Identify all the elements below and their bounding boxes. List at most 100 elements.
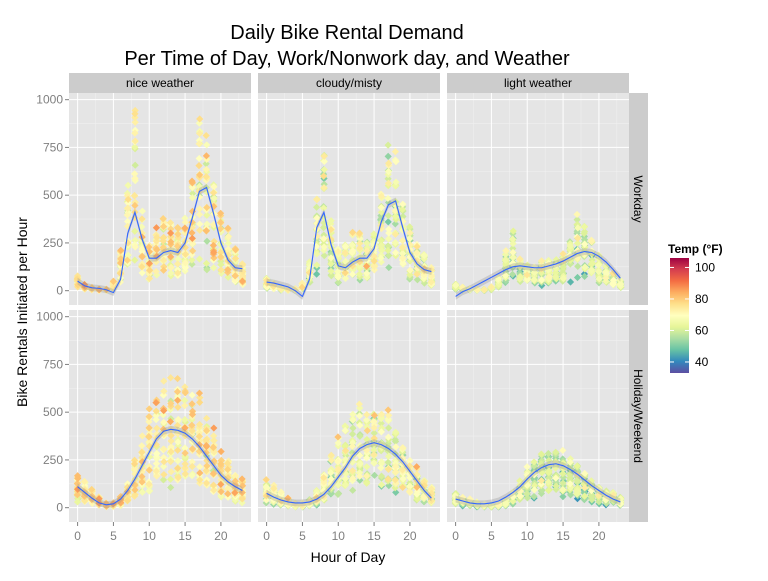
- data-point: [413, 270, 421, 278]
- data-point: [80, 281, 89, 289]
- data-point: [370, 459, 378, 467]
- data-point: [202, 152, 210, 160]
- data-point: [559, 459, 567, 467]
- legend-title: Temp (°F): [668, 242, 723, 256]
- data-point: [341, 249, 349, 257]
- data-point: [573, 210, 581, 219]
- data-point: [566, 242, 574, 250]
- data-point: [327, 235, 335, 244]
- data-point: [580, 251, 588, 259]
- data-point: [153, 233, 161, 242]
- data-point: [262, 476, 270, 484]
- data-point: [559, 250, 567, 258]
- data-point: [138, 488, 146, 496]
- data-point: [131, 170, 139, 178]
- data-point: [313, 261, 321, 269]
- panel-background: [258, 93, 440, 305]
- data-point: [399, 460, 407, 469]
- data-point: [406, 223, 414, 231]
- x-tick-label: 10: [521, 529, 535, 543]
- data-point: [327, 451, 335, 459]
- data-point: [341, 269, 349, 277]
- data-point: [159, 243, 167, 252]
- data-point: [73, 275, 81, 283]
- data-point: [262, 483, 270, 491]
- data-point: [487, 502, 495, 510]
- data-point: [131, 201, 139, 210]
- data-point: [501, 250, 510, 258]
- data-point: [384, 168, 393, 176]
- data-point: [202, 467, 210, 475]
- data-point: [195, 389, 204, 397]
- data-point: [537, 460, 545, 468]
- data-point: [195, 162, 203, 170]
- data-point: [559, 446, 567, 455]
- data-point: [588, 247, 596, 255]
- data-point: [349, 424, 357, 432]
- smooth-line: [455, 250, 621, 297]
- data-point: [210, 248, 218, 256]
- data-point: [413, 463, 421, 471]
- data-point: [181, 218, 189, 226]
- legend-tick-label: 40: [695, 355, 709, 369]
- data-point: [348, 442, 356, 450]
- data-point: [413, 483, 421, 491]
- data-point: [392, 212, 400, 221]
- x-tick-label: 5: [110, 529, 117, 543]
- legend-tick-label: 100: [695, 260, 715, 274]
- data-point: [356, 421, 364, 429]
- data-point: [391, 462, 400, 471]
- data-point: [231, 489, 239, 497]
- panel-holiday-weekend-1: 0 5 10 15 20: [258, 310, 440, 543]
- data-point: [88, 495, 96, 504]
- data-point: [580, 222, 588, 231]
- data-point: [595, 268, 603, 276]
- y-tick-label: 1000: [36, 310, 63, 324]
- data-point: [217, 248, 225, 257]
- data-point: [189, 445, 197, 453]
- data-point: [138, 432, 146, 440]
- data-point: [552, 448, 560, 456]
- data-point: [188, 177, 196, 185]
- data-point: [349, 416, 357, 424]
- data-point: [384, 458, 392, 466]
- data-point: [377, 458, 386, 466]
- data-point: [313, 214, 321, 222]
- data-point: [152, 434, 161, 442]
- data-point: [196, 436, 204, 445]
- data-point: [502, 261, 510, 269]
- data-point: [188, 462, 196, 471]
- data-point: [363, 411, 371, 419]
- data-point: [124, 251, 132, 259]
- data-point: [363, 479, 371, 487]
- data-point: [188, 458, 196, 466]
- data-point: [174, 230, 182, 238]
- data-point: [74, 281, 82, 289]
- data-point: [348, 228, 357, 236]
- data-point: [210, 424, 218, 432]
- data-point: [370, 418, 378, 426]
- x-tick-label: 0: [263, 529, 270, 543]
- data-point: [238, 277, 247, 285]
- y-tick-label: 1000: [36, 93, 63, 107]
- data-point: [313, 270, 321, 278]
- data-point: [327, 465, 335, 474]
- data-point: [202, 259, 211, 268]
- data-point: [138, 453, 146, 462]
- data-point: [202, 479, 211, 487]
- data-point: [195, 205, 204, 213]
- data-point: [459, 493, 467, 501]
- data-point: [188, 183, 197, 191]
- column-strip: [447, 73, 629, 93]
- data-point: [327, 475, 335, 483]
- data-point: [123, 211, 131, 219]
- data-point: [530, 276, 538, 284]
- data-point: [420, 251, 428, 260]
- data-point: [420, 271, 428, 279]
- data-point: [334, 248, 342, 256]
- data-point: [138, 472, 146, 481]
- data-point: [391, 435, 399, 444]
- data-point: [342, 461, 350, 469]
- data-point: [399, 226, 407, 234]
